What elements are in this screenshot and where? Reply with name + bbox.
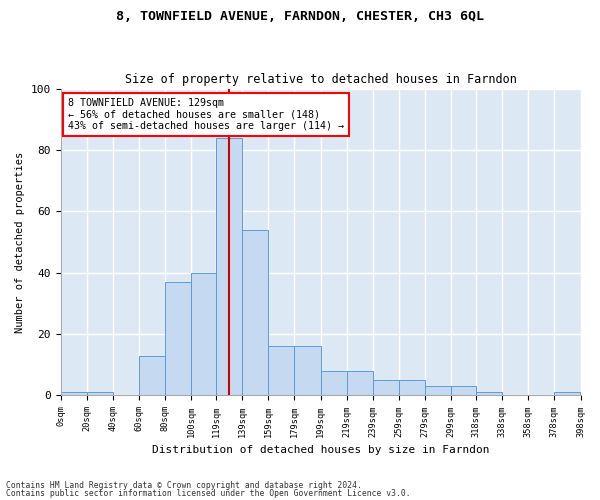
Bar (268, 346, 295, 396)
Bar (373, 380, 399, 396)
X-axis label: Distribution of detached houses by size in Farndon: Distribution of detached houses by size … (152, 445, 489, 455)
Bar (242, 230, 268, 396)
Bar (216, 138, 242, 396)
Bar (476, 392, 502, 396)
Bar (425, 386, 451, 396)
Bar (139, 356, 165, 396)
Y-axis label: Number of detached properties: Number of detached properties (15, 152, 25, 332)
Bar (399, 380, 425, 396)
Bar (86, 392, 113, 396)
Bar (191, 272, 216, 396)
Bar (451, 386, 476, 396)
Title: Size of property relative to detached houses in Farndon: Size of property relative to detached ho… (125, 73, 517, 86)
Bar (61, 392, 86, 396)
Bar (554, 392, 580, 396)
Bar (165, 282, 191, 396)
Text: Contains HM Land Registry data © Crown copyright and database right 2024.: Contains HM Land Registry data © Crown c… (6, 481, 362, 490)
Text: 8, TOWNFIELD AVENUE, FARNDON, CHESTER, CH3 6QL: 8, TOWNFIELD AVENUE, FARNDON, CHESTER, C… (116, 10, 484, 23)
Text: Contains public sector information licensed under the Open Government Licence v3: Contains public sector information licen… (6, 488, 410, 498)
Bar (295, 346, 320, 396)
Text: 8 TOWNFIELD AVENUE: 129sqm
← 56% of detached houses are smaller (148)
43% of sem: 8 TOWNFIELD AVENUE: 129sqm ← 56% of deta… (68, 98, 344, 131)
Bar (320, 371, 347, 396)
Bar (347, 371, 373, 396)
